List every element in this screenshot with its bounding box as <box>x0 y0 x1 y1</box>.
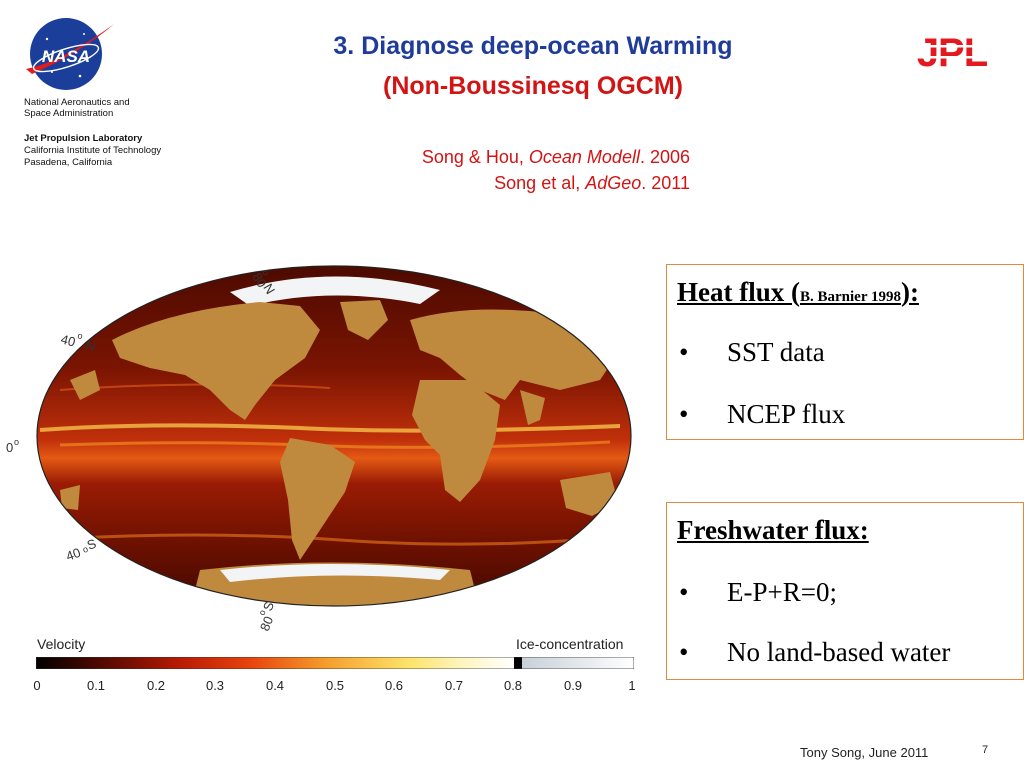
freshwater-flux-title: Freshwater flux: <box>677 515 869 545</box>
fresh-bullet-no-land-water: • No land-based water <box>679 637 951 667</box>
fresh-bullet-epr: • E-P+R=0; <box>679 577 837 607</box>
heat-bullet-sst: • SST data <box>679 337 825 367</box>
colorbar-tick: 0.4 <box>265 678 285 693</box>
citation-1: Song & Hou, Ocean Modell. 2006 <box>421 147 690 167</box>
colorbar-tick: 0.8 <box>503 678 523 693</box>
agency-line-1: National Aeronautics and <box>24 97 130 108</box>
page-number: 7 <box>982 744 989 756</box>
freshwater-flux-box: Freshwater flux: • E-P+R=0; • No land-base… <box>666 502 1024 680</box>
lat-80n-degree: o <box>260 268 271 277</box>
colorbar-tick: 1 <box>628 678 636 693</box>
lat-40n-degree: o <box>76 330 83 341</box>
colorbar-tick: 0 <box>33 678 41 693</box>
lab-location: Pasadena, California <box>24 157 113 168</box>
jpl-logo-text: JPL <box>917 32 988 72</box>
colorbar-tick: 0.2 <box>146 678 166 693</box>
lat-40s-value: 40 <box>64 545 83 564</box>
lat-0-degree: o <box>14 437 19 447</box>
lat-80s-value: 80 <box>257 614 276 633</box>
citation-2: Song et al, AdGeo. 2011 <box>494 173 690 193</box>
lab-name: Jet Propulsion Laboratory <box>24 133 143 144</box>
lat-40n-value: 40 <box>59 331 77 349</box>
lat-80n-value: 80 <box>249 270 269 290</box>
lat-80s-degree: o <box>257 608 268 616</box>
lab-institute: California Institute of Technology <box>24 145 162 156</box>
colorbar-tick: 0.3 <box>205 678 225 693</box>
slide-subtitle: (Non-Boussinesq OGCM) <box>383 72 683 100</box>
heat-flux-title: Heat flux (B. Barnier 1998): <box>677 277 919 307</box>
jpl-logo: JPL <box>896 32 1008 72</box>
colorbar <box>36 657 634 669</box>
colorbar-tick: 0.7 <box>444 678 464 693</box>
colorbar-tick: 0.1 <box>86 678 106 693</box>
ocean-velocity-map: 80 o N 40 o N 0 o 40 o S 80 o S <box>6 265 632 633</box>
colorbar-tick: 0.5 <box>325 678 345 693</box>
colorbar-ice-label: Ice-concentration <box>516 636 624 652</box>
colorbar-velocity-label: Velocity <box>37 636 86 652</box>
footer-author: Tony Song, June 2011 <box>800 745 929 760</box>
lat-40s-degree: o <box>81 544 89 555</box>
slide-title: 3. Diagnose deep-ocean Warming <box>333 32 733 60</box>
colorbar-tick: 0.6 <box>384 678 404 693</box>
nasa-logo: NASA <box>26 18 114 90</box>
heat-flux-box: Heat flux (B. Barnier 1998): • SST data •… <box>666 264 1024 440</box>
agency-line-2: Space Administration <box>24 108 114 119</box>
lat-0-value: 0 <box>6 440 13 455</box>
nasa-logo-text: NASA <box>42 47 90 66</box>
lat-40n-hemisphere: N <box>84 337 97 354</box>
heat-bullet-ncep: • NCEP flux <box>679 399 846 429</box>
colorbar-tick: 0.9 <box>563 678 583 693</box>
